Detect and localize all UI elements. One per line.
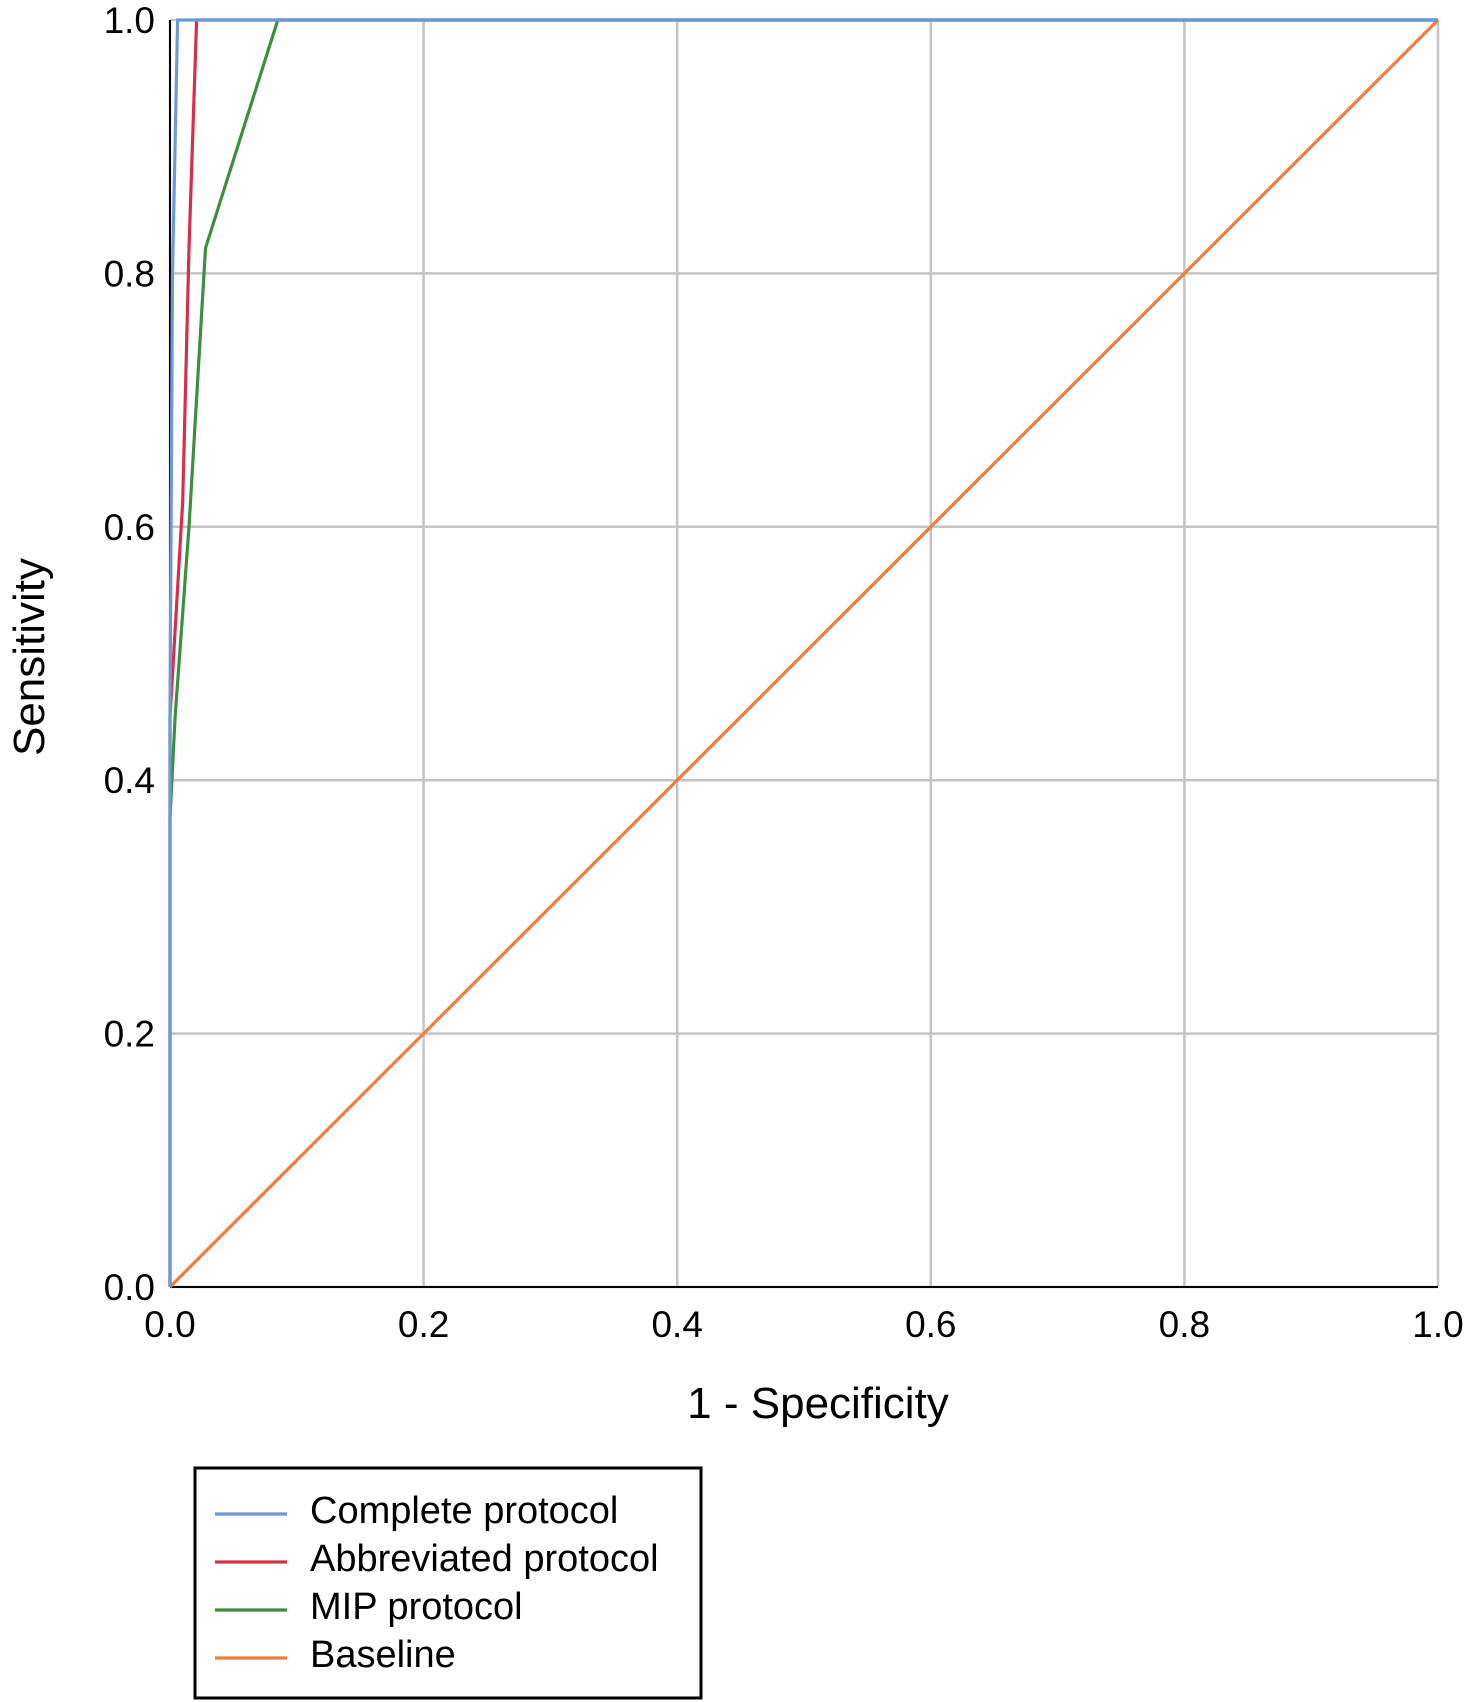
legend: Complete protocol Abbreviated protocol MIP… (193, 1466, 703, 1700)
x-tick-label: 0.8 (1159, 1304, 1210, 1345)
legend-box (193, 1466, 703, 1700)
series-layer (168, 18, 1440, 1289)
x-tick-label: 0.6 (905, 1304, 956, 1345)
x-tick-label: 1.0 (1412, 1304, 1463, 1345)
x-tick-label: 0.0 (144, 1304, 195, 1345)
x-tick-label: 0.4 (651, 1304, 702, 1345)
legend-label-mip-protocol: MIP protocol (310, 1586, 523, 1628)
x-tick-label: 0.2 (398, 1304, 449, 1345)
y-tick-label: 0.8 (104, 253, 155, 294)
y-tick-label: 0.2 (104, 1014, 155, 1055)
y-tick-label: 0.4 (104, 760, 155, 801)
y-tick-label: 1.0 (104, 0, 155, 41)
y-tick-label: 0.6 (104, 507, 155, 548)
y-tick-labels: 0.0 0.2 0.4 0.6 0.8 1.0 (104, 0, 155, 1308)
y-axis-title: Sensitivity (5, 558, 54, 756)
y-tick-label: 0.0 (104, 1267, 155, 1308)
legend-label-baseline: Baseline (310, 1634, 456, 1676)
series-line-baseline (168, 18, 1440, 1289)
legend-label-complete-protocol: Complete protocol (310, 1490, 618, 1532)
x-tick-labels: 0.0 0.2 0.4 0.6 0.8 1.0 (144, 1304, 1463, 1345)
x-axis-title: 1 - Specificity (687, 1379, 949, 1428)
series-line-complete-protocol (168, 18, 1438, 1287)
legend-label-abbreviated-protocol: Abbreviated protocol (310, 1538, 659, 1580)
